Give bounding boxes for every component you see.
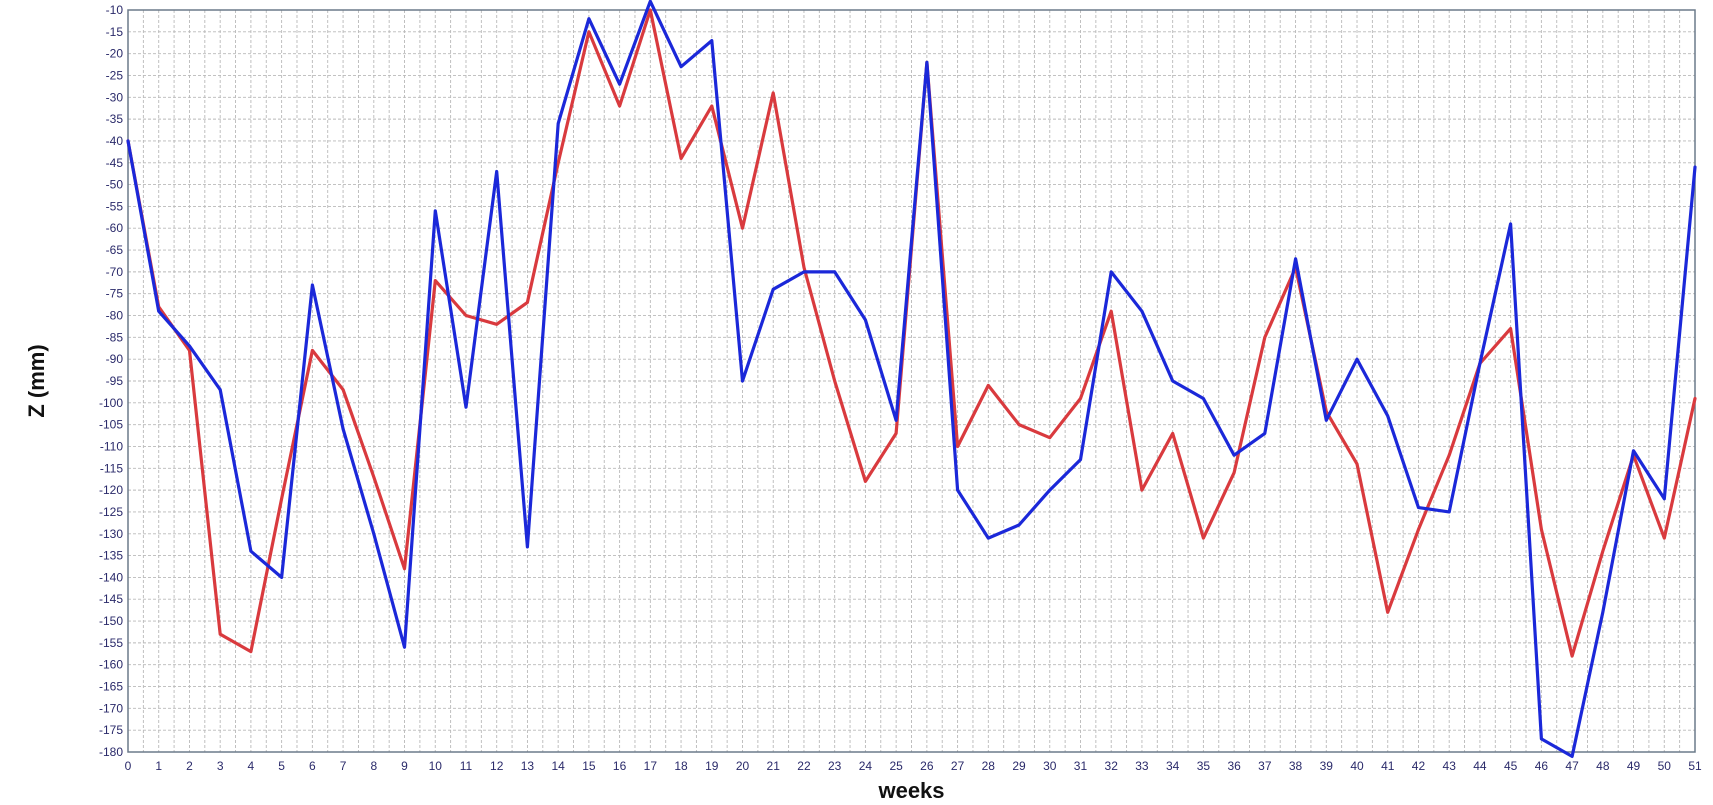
x-tick-label: 2 [186,759,193,773]
y-tick-label: -135 [99,549,123,563]
y-tick-label: -95 [106,374,124,388]
x-tick-label: 40 [1350,759,1364,773]
x-tick-label: 44 [1473,759,1487,773]
x-tick-label: 36 [1227,759,1241,773]
x-tick-label: 10 [429,759,443,773]
y-tick-label: -180 [99,745,123,759]
y-tick-label: -150 [99,614,123,628]
y-tick-label: -155 [99,636,123,650]
y-axis-title: Z (mm) [24,344,49,417]
x-tick-label: 35 [1197,759,1211,773]
x-tick-label: 12 [490,759,504,773]
x-tick-label: 15 [582,759,596,773]
x-tick-label: 51 [1688,759,1702,773]
y-tick-label: -55 [106,199,124,213]
y-tick-label: -145 [99,592,123,606]
x-tick-label: 16 [613,759,627,773]
x-tick-label: 9 [401,759,408,773]
x-tick-label: 34 [1166,759,1180,773]
chart-grid [127,9,1696,753]
y-tick-label: -70 [106,265,124,279]
x-tick-label: 50 [1658,759,1672,773]
y-tick-label: -75 [106,287,124,301]
y-tick-label: -165 [99,680,123,694]
x-tick-label: 41 [1381,759,1395,773]
y-tick-label: -160 [99,658,123,672]
y-tick-label: -125 [99,505,123,519]
y-tick-label: -20 [106,47,124,61]
y-tick-label: -170 [99,701,123,715]
plot-area [127,9,1696,753]
y-tick-label: -140 [99,570,123,584]
x-tick-label: 49 [1627,759,1641,773]
y-tick-label: -80 [106,309,124,323]
y-tick-label: -10 [106,3,124,17]
x-tick-label: 17 [644,759,658,773]
x-tick-label: 20 [736,759,750,773]
x-tick-label: 0 [125,759,132,773]
x-tick-label: 19 [705,759,719,773]
y-tick-label: -50 [106,178,124,192]
x-axis-ticks: 0 1 2 3 4 5 6 7 8 9 10 11 12 13 14 15 16 17 18 19 20 21 22 23 24… [125,759,1702,773]
x-tick-label: 14 [551,759,565,773]
y-tick-label: -85 [106,330,124,344]
x-tick-label: 1 [155,759,162,773]
x-tick-label: 48 [1596,759,1610,773]
y-tick-label: -90 [106,352,124,366]
x-tick-label: 46 [1535,759,1549,773]
y-tick-label: -115 [100,461,123,475]
x-tick-label: 47 [1565,759,1579,773]
x-tick-label: 13 [521,759,535,773]
x-tick-label: 18 [674,759,688,773]
y-axis-ticks: -180 -175 -170 -165 -160 -155 -150 -145 -140 -135… [99,3,123,759]
x-tick-label: 7 [340,759,347,773]
x-tick-label: 22 [797,759,811,773]
x-tick-label: 32 [1105,759,1119,773]
x-tick-label: 25 [889,759,903,773]
series-line-2 [126,0,1697,759]
y-tick-label: -175 [99,723,123,737]
x-tick-label: 21 [767,759,781,773]
x-tick-label: 23 [828,759,842,773]
x-tick-label: 37 [1258,759,1272,773]
x-tick-label: 39 [1320,759,1334,773]
y-tick-label: -25 [106,68,124,82]
x-tick-label: 38 [1289,759,1303,773]
y-tick-label: -60 [106,221,124,235]
x-tick-label: 30 [1043,759,1057,773]
x-tick-label: 27 [951,759,965,773]
x-tick-label: 24 [859,759,873,773]
x-tick-label: 42 [1412,759,1426,773]
x-tick-label: 8 [370,759,377,773]
x-tick-label: 29 [1012,759,1026,773]
y-tick-label: -40 [106,134,124,148]
x-tick-label: 31 [1074,759,1088,773]
y-tick-label: -105 [99,418,123,432]
x-axis-title: weeks [877,778,944,803]
x-tick-label: 43 [1443,759,1457,773]
x-tick-label: 6 [309,759,316,773]
y-tick-label: -65 [106,243,124,257]
x-tick-label: 45 [1504,759,1518,773]
y-tick-label: -30 [106,90,124,104]
y-tick-label: -45 [106,156,124,170]
y-tick-label: -100 [99,396,123,410]
x-tick-label: 3 [217,759,224,773]
x-tick-label: 11 [460,759,473,773]
x-tick-label: 26 [920,759,934,773]
x-tick-label: 4 [248,759,255,773]
x-tick-label: 33 [1135,759,1149,773]
y-tick-label: -35 [106,112,124,126]
x-tick-label: 28 [982,759,996,773]
y-tick-label: -110 [100,439,123,453]
y-tick-label: -130 [99,527,123,541]
chart-series [126,0,1697,759]
x-tick-label: 5 [278,759,285,773]
y-tick-label: -15 [106,25,124,39]
y-tick-label: -120 [99,483,123,497]
